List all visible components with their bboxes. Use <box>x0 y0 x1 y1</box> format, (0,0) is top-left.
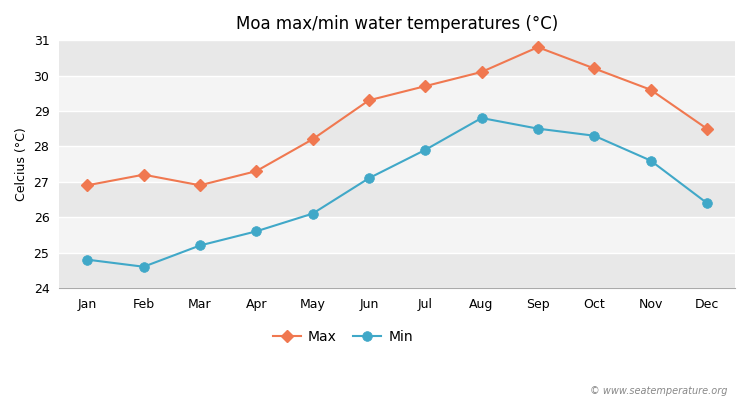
Max <box>140 172 148 177</box>
Min <box>533 126 542 131</box>
Title: Moa max/min water temperatures (°C): Moa max/min water temperatures (°C) <box>236 15 558 33</box>
Min <box>477 116 486 120</box>
Min <box>196 243 205 248</box>
Y-axis label: Celcius (°C): Celcius (°C) <box>15 127 28 201</box>
Min <box>82 257 92 262</box>
Min <box>252 229 261 234</box>
Max <box>646 87 655 92</box>
Bar <box>59 76 735 111</box>
Min <box>308 211 317 216</box>
Max <box>590 66 598 71</box>
Line: Max: Max <box>83 43 711 190</box>
Min <box>140 264 148 269</box>
Min <box>364 176 374 181</box>
Max <box>421 84 430 88</box>
Text: © www.seatemperature.org: © www.seatemperature.org <box>590 386 728 396</box>
Max <box>196 183 205 188</box>
Max <box>82 183 92 188</box>
Bar <box>59 252 735 288</box>
Bar <box>59 111 735 146</box>
Min <box>646 158 655 163</box>
Legend: Max, Min: Max, Min <box>268 325 419 350</box>
Bar <box>59 217 735 252</box>
Max <box>308 137 317 142</box>
Max <box>364 98 374 103</box>
Max <box>702 126 711 131</box>
Bar <box>59 146 735 182</box>
Min <box>421 148 430 152</box>
Bar <box>59 182 735 217</box>
Max <box>477 70 486 74</box>
Line: Min: Min <box>82 113 712 272</box>
Max <box>533 45 542 50</box>
Max <box>252 169 261 174</box>
Min <box>702 200 711 205</box>
Bar <box>59 40 735 76</box>
Min <box>590 133 598 138</box>
